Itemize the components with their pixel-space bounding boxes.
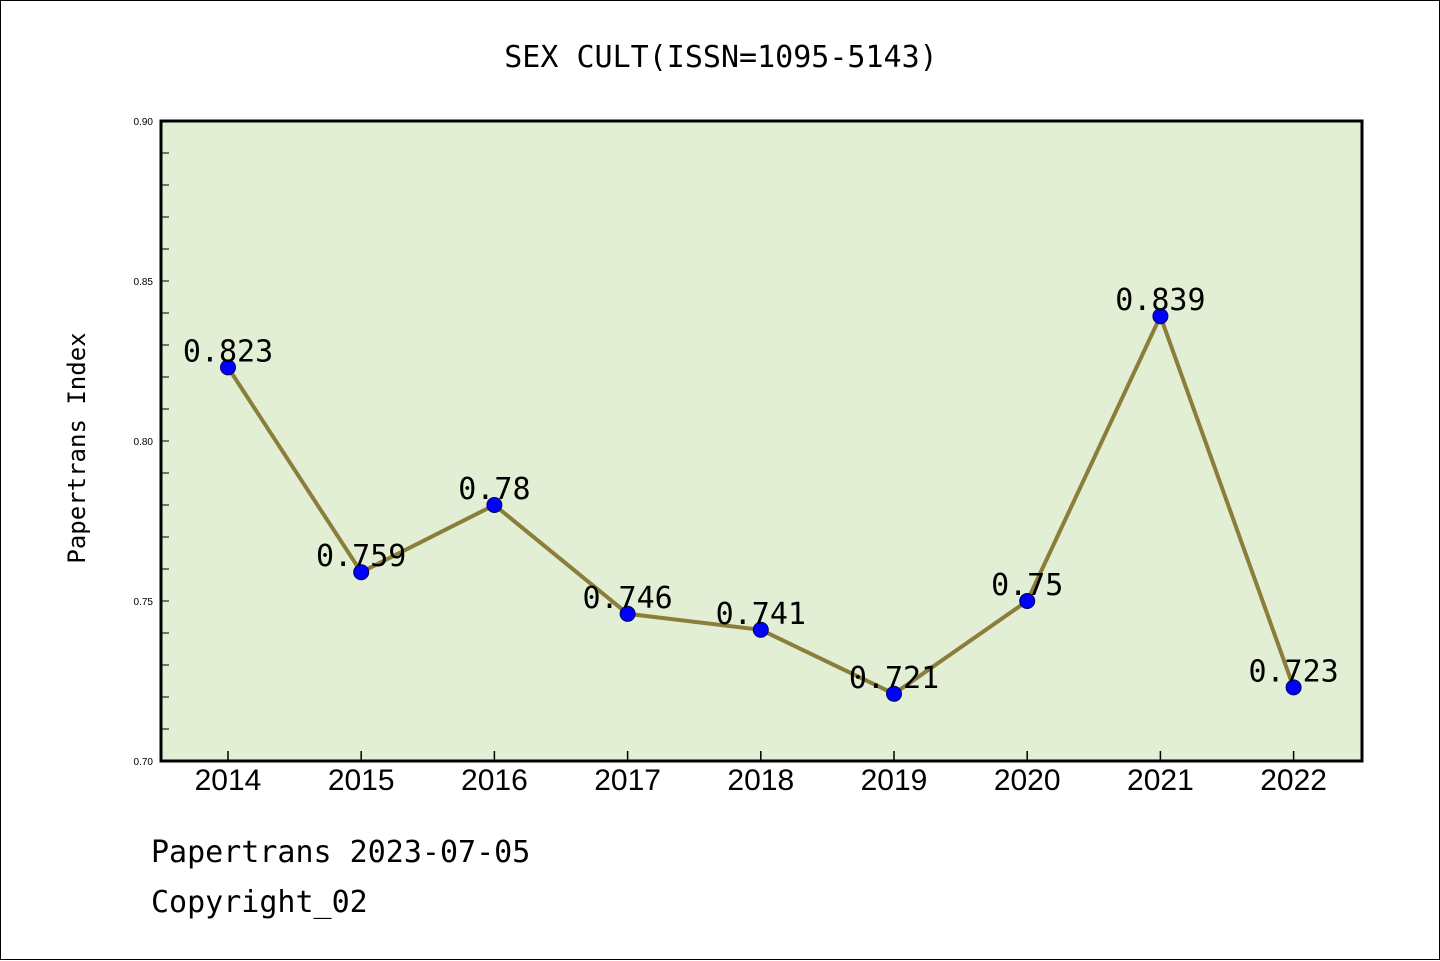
data-point-2018 xyxy=(752,621,769,638)
footer-date: Papertrans 2023-07-05 xyxy=(151,835,531,870)
data-label-2022: 0.723 xyxy=(1248,654,1338,689)
x-tick-label: 2014 xyxy=(195,764,262,797)
x-tick-label: 2018 xyxy=(727,764,794,797)
data-labels: 0.823 0.759 0.78 0.746 0.741 0.721 0.75 0.839 0.… xyxy=(183,283,1339,696)
data-point-2019 xyxy=(886,685,902,702)
y-tick-label: 0.80 xyxy=(134,437,154,448)
y-tick-label: 0.70 xyxy=(134,757,154,768)
plot-area xyxy=(159,119,1364,763)
data-point-2015 xyxy=(353,564,370,581)
data-label-2021: 0.839 xyxy=(1115,283,1205,318)
y-tick-label: 0.85 xyxy=(134,277,154,288)
data-label-2020: 0.75 xyxy=(991,568,1063,603)
footer-copyright: Copyright_02 xyxy=(151,885,368,920)
x-axis-ticks: 2014 2015 2016 2017 2018 2019 2020 2021 2022 xyxy=(195,751,1327,797)
data-label-2017: 0.746 xyxy=(582,581,672,616)
x-tick-label: 2021 xyxy=(1127,764,1194,797)
chart-title: SEX CULT(ISSN=1095-5143) xyxy=(504,40,937,75)
data-label-2016: 0.78 xyxy=(458,472,530,507)
data-point-2017 xyxy=(619,605,636,622)
x-tick-label: 2017 xyxy=(594,764,661,797)
data-point-2021 xyxy=(1152,308,1169,325)
data-point-2016 xyxy=(486,497,503,513)
data-point-2020 xyxy=(1019,593,1036,609)
data-point-2022 xyxy=(1285,679,1302,696)
data-label-2019: 0.721 xyxy=(849,661,939,696)
x-tick-label: 2016 xyxy=(461,764,528,797)
x-tick-label: 2015 xyxy=(328,764,395,797)
x-tick-label: 2020 xyxy=(994,764,1061,797)
data-point-2014 xyxy=(220,359,236,376)
y-tick-label: 0.90 xyxy=(134,117,154,128)
y-axis-ticks: 0.70 0.75 0.80 0.85 0.90 xyxy=(134,117,169,768)
x-tick-label: 2022 xyxy=(1260,764,1327,797)
data-label-2014: 0.823 xyxy=(183,334,273,369)
series-markers xyxy=(220,308,1302,702)
x-tick-label: 2019 xyxy=(861,764,928,797)
data-label-2018: 0.741 xyxy=(716,597,806,632)
data-label-2015: 0.759 xyxy=(316,539,406,574)
y-tick-label: 0.75 xyxy=(134,597,154,608)
y-axis-label: Papertrans Index xyxy=(63,332,91,563)
